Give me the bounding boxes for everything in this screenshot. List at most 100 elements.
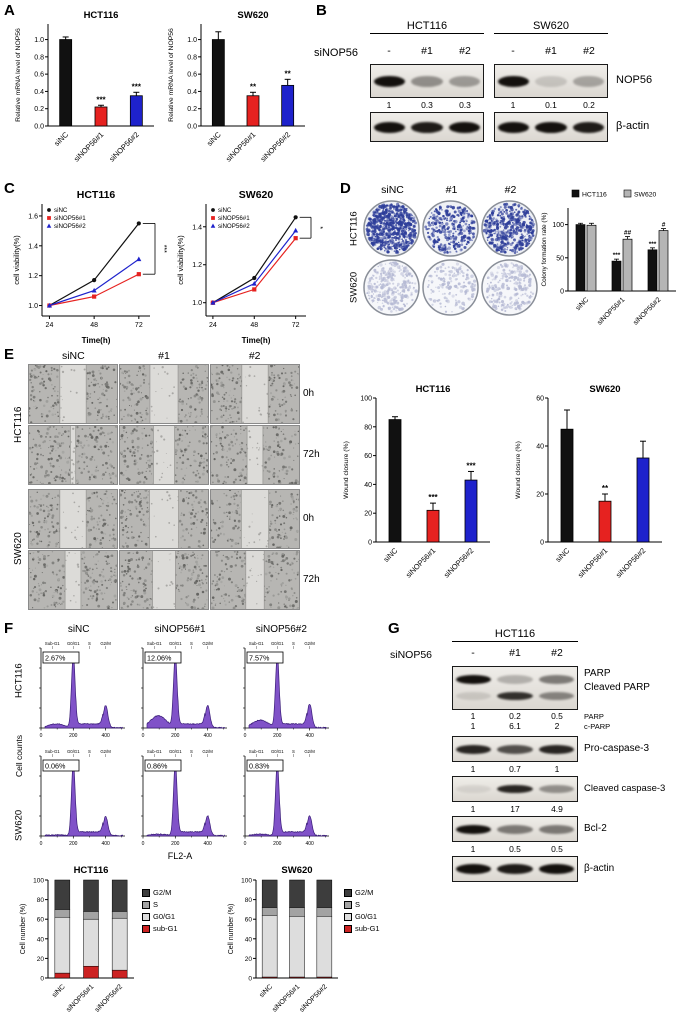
circle-shape <box>446 281 451 285</box>
circle-shape <box>522 220 526 224</box>
circle-shape <box>217 534 220 537</box>
circle-shape <box>490 228 493 231</box>
circle-shape <box>199 568 202 572</box>
circle-shape <box>397 282 400 286</box>
circle-shape <box>464 239 466 241</box>
circle-shape <box>29 576 32 579</box>
circle-shape <box>205 507 208 511</box>
circle-shape <box>386 217 389 221</box>
circle-shape <box>378 208 381 211</box>
circle-shape <box>54 606 57 608</box>
circle-shape <box>298 443 299 445</box>
circle-shape <box>99 401 102 404</box>
circle-shape <box>127 567 131 571</box>
circle-shape <box>231 365 234 367</box>
circle-shape <box>104 471 107 474</box>
circle-shape <box>137 581 140 584</box>
circle-shape <box>53 390 56 393</box>
circle-shape <box>100 497 102 500</box>
circle-shape <box>215 529 218 531</box>
circle-shape <box>376 281 379 283</box>
circle-shape <box>517 306 521 310</box>
circle-shape <box>147 562 151 566</box>
circle-shape <box>154 535 157 538</box>
circle-shape <box>217 478 219 480</box>
circle-shape <box>164 371 166 373</box>
circle-shape <box>488 284 490 286</box>
circle-shape <box>395 236 398 239</box>
circle-shape <box>150 502 153 505</box>
protein-band <box>572 121 604 133</box>
circle-shape <box>496 232 500 237</box>
circle-shape <box>61 469 63 471</box>
circle-shape <box>204 433 207 436</box>
circle-shape <box>450 230 452 232</box>
circle-shape <box>235 381 239 385</box>
circle-shape <box>504 222 509 227</box>
circle-shape <box>373 282 376 286</box>
circle-shape <box>265 545 268 548</box>
circle-shape <box>106 432 110 436</box>
circle-shape <box>190 577 193 580</box>
circle-shape <box>436 215 439 218</box>
circle-shape <box>57 603 59 605</box>
circle-shape <box>237 507 239 510</box>
circle-shape <box>185 528 188 531</box>
circle-shape <box>148 434 151 437</box>
circle-shape <box>127 537 130 540</box>
circle-shape <box>126 531 129 533</box>
circle-shape <box>188 412 190 414</box>
circle-shape <box>92 429 95 433</box>
circle-shape <box>514 245 518 249</box>
circle-shape <box>501 250 505 253</box>
circle-shape <box>283 367 285 370</box>
circle-shape <box>96 444 98 446</box>
circle-shape <box>238 507 241 509</box>
circle-shape <box>284 372 287 375</box>
circle-shape <box>463 281 465 284</box>
circle-shape <box>121 371 124 375</box>
circle-shape <box>526 233 529 236</box>
circle-shape <box>491 294 495 297</box>
circle-shape <box>496 266 501 270</box>
circle-shape <box>50 604 53 606</box>
circle-shape <box>392 219 395 221</box>
circle-shape <box>40 381 42 383</box>
circle-shape <box>410 232 412 234</box>
circle-shape <box>140 420 143 423</box>
circle-shape <box>93 445 97 449</box>
circle-shape <box>120 409 122 412</box>
circle-shape <box>102 575 105 578</box>
circle-shape <box>266 427 269 429</box>
circle-shape <box>224 475 227 479</box>
circle-shape <box>113 547 116 548</box>
circle-shape <box>196 469 199 472</box>
circle-shape <box>393 208 395 210</box>
circle-shape <box>98 505 101 508</box>
circle-shape <box>234 400 236 402</box>
circle-shape <box>53 426 55 428</box>
circle-shape <box>145 477 148 480</box>
circle-shape <box>240 428 242 430</box>
circle-shape <box>513 251 517 254</box>
circle-shape <box>200 381 204 385</box>
circle-shape <box>368 217 372 221</box>
svg-shape <box>29 426 117 484</box>
circle-shape <box>397 215 401 218</box>
circle-shape <box>268 470 271 473</box>
circle-shape <box>513 203 517 206</box>
circle-shape <box>131 600 134 603</box>
circle-shape <box>443 282 446 285</box>
circle-shape <box>295 505 298 509</box>
circle-shape <box>400 296 404 300</box>
circle-shape <box>126 565 130 568</box>
circle-shape <box>143 579 147 583</box>
svg-shape <box>211 490 299 548</box>
circle-shape <box>381 206 385 209</box>
circle-shape <box>42 554 44 556</box>
circle-shape <box>447 266 450 269</box>
circle-shape <box>72 427 75 430</box>
circle-shape <box>106 562 109 565</box>
circle-shape <box>499 221 502 224</box>
circle-shape <box>138 510 141 514</box>
